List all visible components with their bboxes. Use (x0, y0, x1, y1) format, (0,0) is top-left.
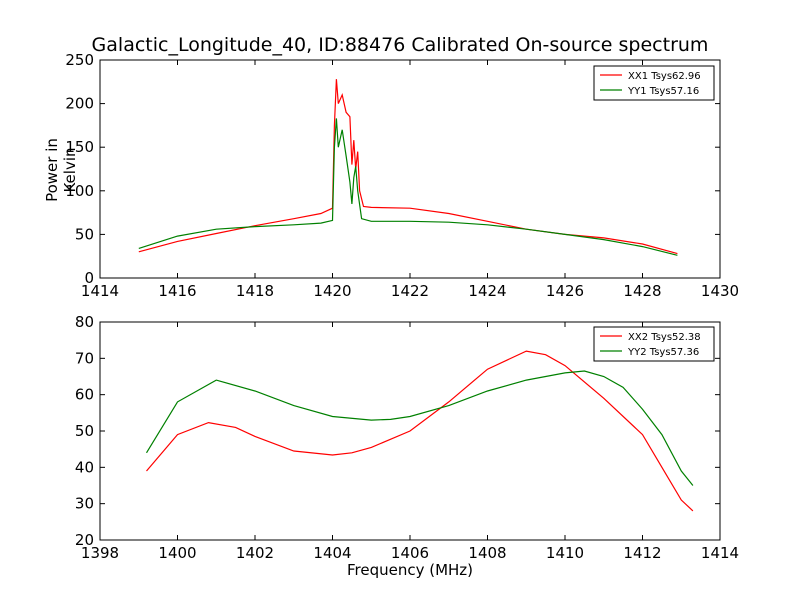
y-tick-label: 250 (65, 51, 94, 69)
y-tick-label: 100 (65, 182, 94, 200)
x-tick-label: 1406 (391, 544, 429, 562)
x-tick-label: 1412 (623, 544, 661, 562)
y-tick-label: 30 (75, 495, 94, 513)
x-tick-label: 1426 (546, 282, 584, 300)
legend-label: YY2 Tsys57.36 (627, 347, 699, 358)
x-tick-label: 1424 (468, 282, 506, 300)
series-line-2 (138, 118, 678, 256)
y-tick-label: 20 (75, 531, 94, 549)
x-tick-label: 1416 (158, 282, 196, 300)
x-tick-label: 1402 (236, 544, 274, 562)
x-tick-label: 1410 (546, 544, 584, 562)
x-tick-label: 1430 (701, 282, 739, 300)
x-tick-label: 1422 (391, 282, 429, 300)
y-tick-label: 0 (84, 269, 94, 287)
y-tick-label: 70 (75, 349, 94, 367)
series-line-1 (146, 350, 694, 512)
x-tick-label: 1414 (701, 544, 739, 562)
legend-box (593, 326, 715, 362)
x-tick-label: 1398 (81, 544, 119, 562)
x-tick-label: 1404 (313, 544, 351, 562)
y-tick-label: 50 (75, 225, 94, 243)
chart-title: Galactic_Longitude_40, ID:88476 Calibrat… (91, 34, 709, 56)
y-tick-label: 80 (75, 313, 94, 331)
y-tick-label: 150 (65, 138, 94, 156)
legend-box (593, 65, 715, 101)
legend-label: YY1 Tsys57.16 (627, 86, 699, 97)
y-tick-label: 50 (75, 422, 94, 440)
y-tick-label: 60 (75, 386, 94, 404)
x-tick-label: 1418 (236, 282, 274, 300)
x-axis-label: Frequency (MHz) (346, 561, 474, 579)
series-line-2 (145, 370, 694, 486)
x-tick-label: 1414 (81, 282, 119, 300)
series-line-1 (138, 79, 678, 255)
y-tick-label: 200 (65, 95, 94, 113)
x-tick-label: 1408 (468, 544, 506, 562)
x-tick-label: 1400 (158, 544, 196, 562)
legend-label: XX1 Tsys62.96 (628, 71, 701, 82)
y-tick-label: 40 (75, 458, 94, 476)
x-tick-label: 1428 (623, 282, 661, 300)
legend-label: XX2 Tsys52.38 (628, 332, 701, 343)
x-tick-label: 1420 (313, 282, 351, 300)
